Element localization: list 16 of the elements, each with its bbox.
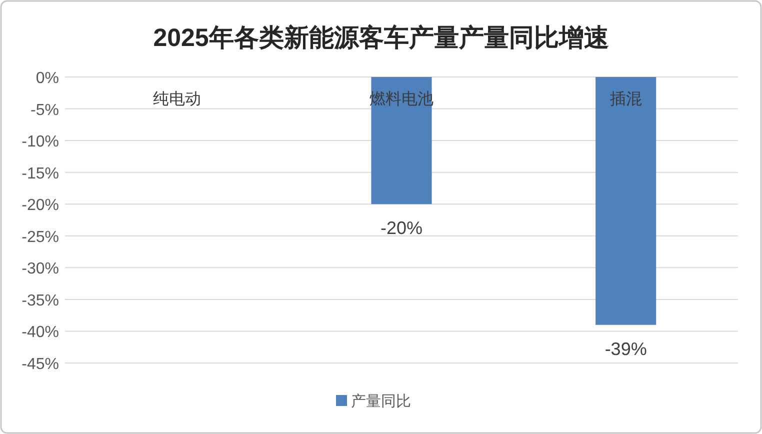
x-tick-label: 纯电动 bbox=[153, 90, 202, 108]
y-tick-label: -25% bbox=[22, 228, 59, 246]
y-tick-label: -45% bbox=[22, 356, 59, 373]
y-tick-label: -10% bbox=[22, 134, 59, 151]
y-tick-label: -35% bbox=[22, 292, 59, 310]
y-tick-label: -5% bbox=[30, 102, 59, 119]
x-tick-label: 插混 bbox=[610, 91, 642, 108]
chart-title: 2025年各类新能源客车产量产量同比增速 bbox=[153, 24, 609, 52]
data-label: -20% bbox=[380, 218, 423, 238]
legend-label: 产量同比 bbox=[351, 393, 411, 410]
y-tick-label: 0% bbox=[36, 70, 59, 87]
y-tick-label: -20% bbox=[22, 197, 59, 214]
y-tick-label: -40% bbox=[22, 324, 59, 342]
y-tick-label: -15% bbox=[22, 165, 59, 182]
data-label: -39% bbox=[604, 338, 647, 359]
y-tick-label: -30% bbox=[22, 260, 59, 278]
